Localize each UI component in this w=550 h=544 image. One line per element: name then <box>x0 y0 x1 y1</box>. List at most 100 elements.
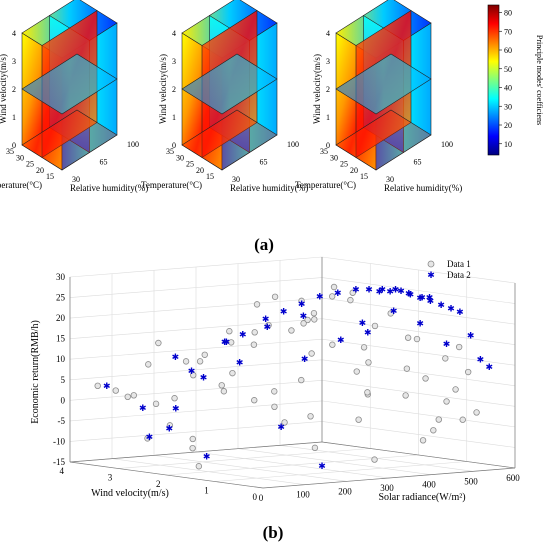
data-point-series-1 <box>404 334 412 341</box>
z-tick-label: 20 <box>56 313 66 323</box>
data-point-series-2: ✱ <box>262 314 270 324</box>
data-point-series-2: ✱ <box>264 322 272 332</box>
data-point-series-1 <box>452 386 459 393</box>
data-point-series-1 <box>130 392 137 399</box>
scatter-axes: 0 100 200 300 400 500 600 0 1 2 3 4-15 -10 -5 0 5 10 15 20… <box>30 256 520 503</box>
grid-line-z <box>69 441 516 469</box>
rh-tick-label: 65 <box>100 158 108 167</box>
z-tick-label: 0 <box>12 141 16 150</box>
data-point-series-1 <box>310 310 318 317</box>
data-point-series-2: ✱ <box>467 330 475 340</box>
temp-tick-label: 15 <box>46 172 54 181</box>
z-axis-label: Wind velocity(m/s) <box>158 54 168 124</box>
rh-tick-label: 100 <box>127 140 139 149</box>
x-tick-label: 100 <box>296 490 310 500</box>
rh-tick-label: 30 <box>386 175 394 184</box>
temp-tick-label: 20 <box>36 166 44 175</box>
grid-line-x <box>195 267 390 479</box>
data-point-series-2: ✱ <box>486 362 494 372</box>
data-point-series-1 <box>271 293 279 300</box>
rh-axis-label: Relative humidity(%) <box>230 183 308 193</box>
data-point-series-1 <box>304 316 311 324</box>
z-tick-label: 1 <box>172 113 176 122</box>
legend-label: Data 2 <box>447 270 471 280</box>
cube-bottom <box>181 109 278 171</box>
data-point-series-2: ✱ <box>300 311 308 321</box>
data-point-series-2: ✱ <box>298 299 306 309</box>
data-point-series-2: ✱ <box>277 422 285 432</box>
data-point-series-1 <box>430 427 437 434</box>
data-point-series-1 <box>365 359 372 366</box>
z-tick-label: 30 <box>56 272 66 282</box>
data-point-series-1 <box>464 368 472 376</box>
z-axis-label: Economic return(RMB/h) <box>30 320 41 424</box>
grid-line-z <box>69 277 516 304</box>
data-point-series-2: ✱ <box>416 293 424 303</box>
axis-edge <box>69 461 264 489</box>
data-point-series-1 <box>152 400 160 408</box>
cube-slice-wind <box>181 53 278 115</box>
data-point-series-2: ✱ <box>239 329 247 339</box>
data-point-series-2: ✱ <box>223 337 231 347</box>
temp-tick-label: 25 <box>340 160 348 169</box>
grid-line-x <box>153 270 348 482</box>
cube-bottom <box>335 109 432 171</box>
data-point-series-2: ✱ <box>477 355 485 365</box>
data-point-series-2: ✱ <box>456 307 464 317</box>
data-point-series-2: ✱ <box>392 284 400 294</box>
data-point-series-1 <box>473 409 480 416</box>
rh-tick-label: 65 <box>260 158 268 167</box>
data-point-series-1 <box>155 339 162 347</box>
data-point-series-2: ✱ <box>426 293 434 303</box>
temp-tick-label: 25 <box>26 160 34 169</box>
axis-edge <box>69 441 323 463</box>
data-point-series-2: ✱ <box>437 300 445 310</box>
data-point-series-2: ✱ <box>316 291 324 301</box>
z-tick-label: 0 <box>172 141 176 150</box>
z-tick-label: 2 <box>326 85 330 94</box>
data-point-series-1 <box>403 365 411 372</box>
data-point-series-1 <box>455 343 463 351</box>
data-point-series-2: ✱ <box>236 357 244 367</box>
data-point-series-2: ✱ <box>386 286 394 296</box>
axis-edge <box>262 467 516 489</box>
data-point-series-1 <box>229 369 236 377</box>
data-point-series-1 <box>349 289 356 296</box>
x-tick-label: 500 <box>464 476 478 486</box>
data-point-series-2: ✱ <box>139 403 147 413</box>
data-point-series-1 <box>145 361 152 368</box>
data-point-series-2: ✱ <box>397 286 405 296</box>
temp-tick-label: 35 <box>320 147 328 156</box>
z-tick-label: 0 <box>61 395 66 405</box>
z-tick-label: -10 <box>53 436 65 446</box>
data-point-series-2: ✱ <box>416 318 424 328</box>
data-point-series-1 <box>124 393 131 401</box>
scatter-points: ✱✱✱✱✱✱✱✱✱✱✱ ✱ ✱ ✱ ✱ ✱ ✱ ✱ ✱ ✱ ✱ ✱✱ ✱ ✱ ✱ ✱ ✱✱✱✱✱✱✱✱✱✱✱✱✱… <box>94 283 494 471</box>
data-point-series-1 <box>144 435 151 442</box>
data-point-series-2: ✱ <box>352 284 360 294</box>
data-point-series-2: ✱ <box>221 337 229 347</box>
z-tick-label: -15 <box>53 457 65 467</box>
z-tick-label: 2 <box>172 85 176 94</box>
z-tick-label: 4 <box>12 29 16 38</box>
data-point-series-1 <box>171 395 178 402</box>
axis-edge <box>321 441 516 469</box>
data-point-series-1 <box>220 388 228 395</box>
data-point-series-1 <box>307 413 314 420</box>
data-point-series-1 <box>251 397 258 404</box>
rh-tick-label: 30 <box>72 175 80 184</box>
z-tick-label: 3 <box>12 57 16 66</box>
data-point-series-2: ✱ <box>418 293 426 303</box>
data-point-series-2: ✱ <box>365 284 373 294</box>
colorbar-tick-label: 70 <box>504 27 512 36</box>
y-axis-label: Wind velocity(m/s) <box>91 488 169 499</box>
z-tick-label: 25 <box>56 293 66 303</box>
z-tick-label: 5 <box>61 375 66 385</box>
rh-tick-label: 65 <box>414 158 422 167</box>
z-tick-label: 2 <box>12 85 16 94</box>
grid-line-z <box>69 359 516 387</box>
data-point-series-2: ✱ <box>427 296 435 306</box>
data-point-series-1 <box>196 358 204 365</box>
